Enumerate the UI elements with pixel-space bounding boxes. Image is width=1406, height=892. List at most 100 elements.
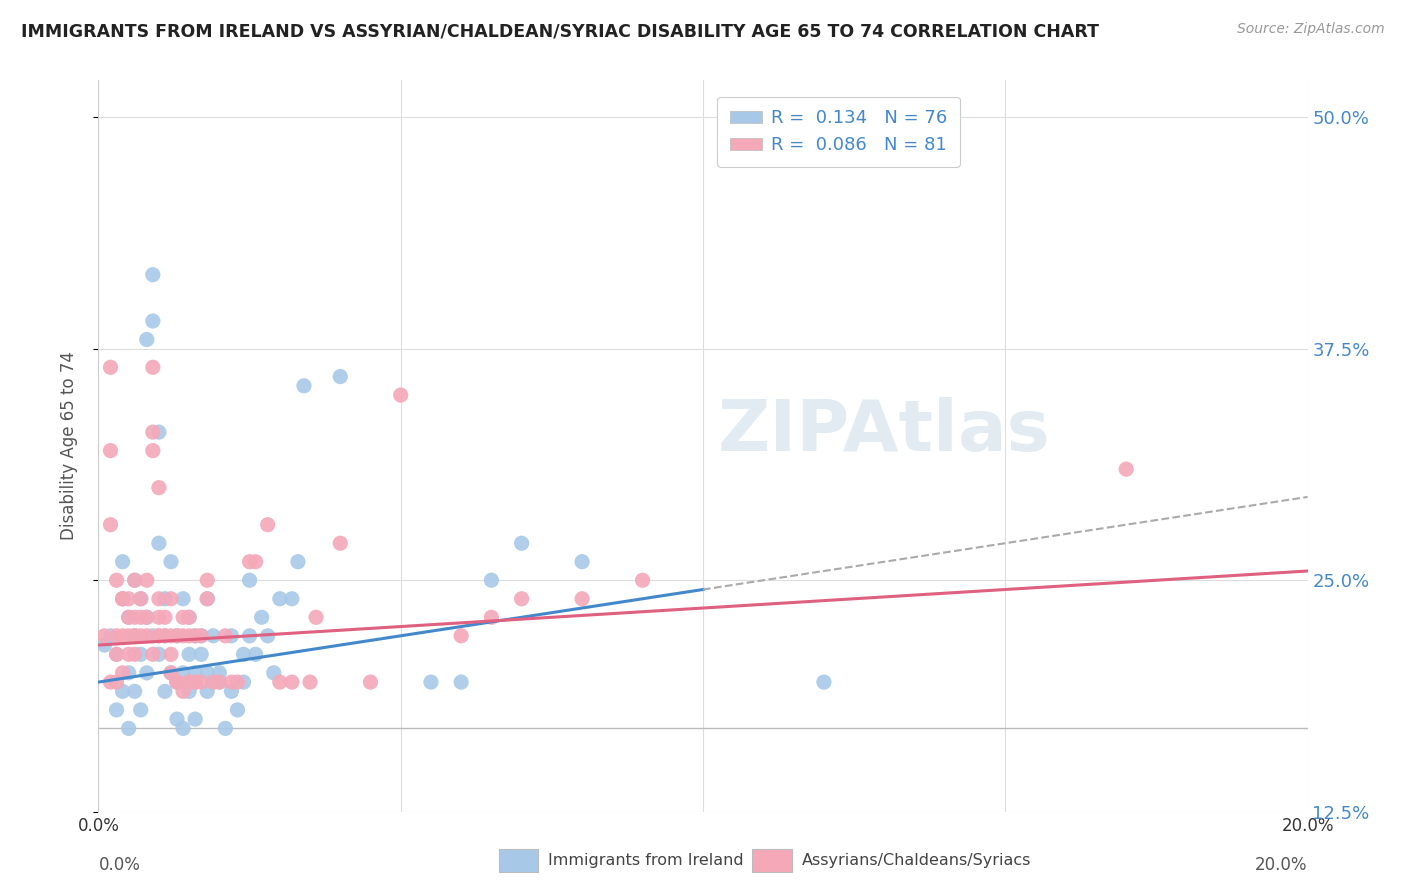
Point	[111, 591, 134, 606]
Point	[142, 314, 165, 328]
Point	[118, 591, 141, 606]
Point	[179, 675, 201, 690]
Point	[202, 629, 225, 643]
Point	[239, 629, 262, 643]
Point	[172, 610, 194, 624]
Point	[160, 555, 183, 569]
Point	[124, 574, 146, 588]
Point	[111, 591, 134, 606]
Point	[129, 703, 152, 717]
Point	[202, 675, 225, 690]
Point	[111, 591, 134, 606]
Point	[208, 675, 231, 690]
Point	[172, 722, 194, 736]
Text: IMMIGRANTS FROM IRELAND VS ASSYRIAN/CHALDEAN/SYRIAC DISABILITY AGE 65 TO 74 CORR: IMMIGRANTS FROM IRELAND VS ASSYRIAN/CHAL…	[21, 22, 1099, 40]
Point	[105, 648, 128, 662]
Point	[124, 610, 146, 624]
Point	[153, 684, 176, 698]
Text: 0.0%: 0.0%	[98, 855, 141, 873]
Point	[190, 675, 212, 690]
Point	[184, 665, 207, 680]
Point	[142, 443, 165, 458]
Point	[450, 629, 472, 643]
Point	[153, 591, 176, 606]
Point	[172, 684, 194, 698]
Point	[118, 610, 141, 624]
Point	[221, 629, 243, 643]
Point	[100, 629, 122, 643]
Point	[190, 629, 212, 643]
Point	[245, 648, 267, 662]
Point	[184, 712, 207, 726]
Point	[148, 610, 170, 624]
Point	[226, 675, 249, 690]
Point	[571, 555, 593, 569]
Point	[305, 610, 328, 624]
Point	[179, 610, 201, 624]
Point	[129, 648, 152, 662]
Point	[105, 675, 128, 690]
Point	[142, 648, 165, 662]
Point	[166, 629, 188, 643]
Point	[100, 517, 122, 532]
Point	[148, 425, 170, 439]
Point	[239, 574, 262, 588]
Point	[135, 333, 157, 347]
Point	[118, 648, 141, 662]
Point	[172, 629, 194, 643]
Point	[166, 629, 188, 643]
Point	[481, 610, 503, 624]
Point	[118, 665, 141, 680]
Point	[226, 703, 249, 717]
Point	[148, 481, 170, 495]
Point	[148, 591, 170, 606]
Point	[263, 665, 285, 680]
Point	[250, 610, 273, 624]
Point	[105, 629, 128, 643]
Point	[281, 591, 304, 606]
Point	[184, 675, 207, 690]
Point	[100, 360, 122, 375]
Point	[166, 675, 188, 690]
Point	[124, 574, 146, 588]
Point	[166, 712, 188, 726]
Point	[813, 675, 835, 690]
Point	[148, 629, 170, 643]
Point	[1115, 462, 1137, 476]
Point	[93, 629, 115, 643]
Point	[135, 629, 157, 643]
Point	[360, 675, 382, 690]
Point	[245, 555, 267, 569]
Text: Assyrians/Chaldeans/Syriacs: Assyrians/Chaldeans/Syriacs	[801, 854, 1031, 868]
Point	[329, 369, 352, 384]
Point	[232, 648, 254, 662]
Point	[148, 648, 170, 662]
Point	[179, 684, 201, 698]
Point	[232, 675, 254, 690]
Point	[299, 675, 322, 690]
Point	[389, 388, 412, 402]
Point	[124, 684, 146, 698]
Text: 20.0%: 20.0%	[1256, 855, 1308, 873]
Point	[179, 675, 201, 690]
Point	[135, 574, 157, 588]
Point	[571, 591, 593, 606]
Point	[195, 591, 218, 606]
Point	[195, 591, 218, 606]
Point	[269, 591, 291, 606]
Point	[221, 675, 243, 690]
Y-axis label: Disability Age 65 to 74: Disability Age 65 to 74	[59, 351, 77, 541]
Point	[214, 629, 236, 643]
Point	[148, 629, 170, 643]
Point	[631, 574, 654, 588]
Point	[195, 574, 218, 588]
Point	[420, 675, 443, 690]
Point	[105, 703, 128, 717]
Point	[510, 591, 533, 606]
Point	[111, 665, 134, 680]
Point	[148, 536, 170, 550]
Text: ZIPAtlas: ZIPAtlas	[718, 397, 1050, 466]
Point	[135, 610, 157, 624]
Point	[111, 684, 134, 698]
Point	[190, 648, 212, 662]
